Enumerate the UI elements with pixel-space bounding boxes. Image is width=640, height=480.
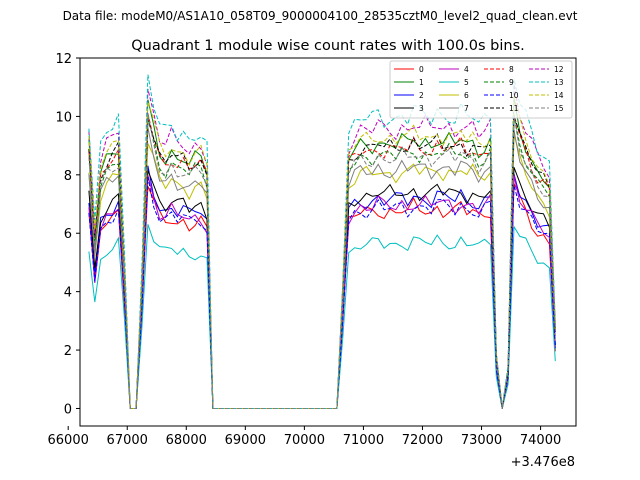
y-tick-label: 8 — [64, 169, 72, 184]
series-group — [88, 74, 556, 409]
y-tick-label: 10 — [55, 110, 72, 125]
suptitle: Data file: modeM0/AS1A10_058T09_90000041… — [63, 9, 578, 23]
legend-label-3: 3 — [419, 104, 424, 113]
series-line-10 — [88, 177, 556, 409]
x-offset-label: +3.476e8 — [511, 455, 575, 470]
legend-label-11: 11 — [509, 104, 519, 113]
legend-label-12: 12 — [554, 65, 564, 74]
legend-label-1: 1 — [419, 78, 424, 87]
legend-label-7: 7 — [464, 104, 469, 113]
x-tick-label: 72000 — [402, 433, 443, 448]
series-line-5 — [88, 224, 556, 409]
legend-label-13: 13 — [554, 78, 564, 87]
x-tick-label: 73000 — [461, 433, 502, 448]
y-tick-label: 12 — [55, 52, 72, 67]
x-tick-label: 67000 — [107, 433, 148, 448]
x-tick-label: 70000 — [284, 433, 325, 448]
series-line-15 — [88, 113, 556, 409]
y-tick-label: 0 — [64, 402, 72, 417]
legend-label-5: 5 — [464, 78, 469, 87]
legend-label-4: 4 — [464, 65, 469, 74]
y-tick-label: 6 — [64, 227, 72, 242]
legend-label-9: 9 — [509, 78, 514, 87]
legend-label-6: 6 — [464, 91, 469, 100]
chart-title: Quadrant 1 module wise count rates with … — [131, 38, 525, 54]
x-tick-label: 71000 — [343, 433, 384, 448]
legend-label-8: 8 — [509, 65, 514, 74]
legend-label-14: 14 — [554, 91, 564, 100]
x-tick-label: 69000 — [225, 433, 266, 448]
legend-label-0: 0 — [419, 65, 424, 74]
y-tick-label: 4 — [64, 286, 72, 301]
x-tick-label: 66000 — [48, 433, 89, 448]
plot-area: 66000 67000 68000 69000 70000 71000 72000 73000… — [48, 52, 577, 448]
legend-label-15: 15 — [554, 104, 564, 113]
legend-label-10: 10 — [509, 91, 519, 100]
x-tick-label: 74000 — [520, 433, 561, 448]
axes-frame — [79, 57, 577, 427]
y-tick-label: 2 — [64, 344, 72, 359]
legend-box — [389, 60, 573, 119]
legend-label-2: 2 — [419, 91, 424, 100]
x-tick-label: 68000 — [166, 433, 207, 448]
